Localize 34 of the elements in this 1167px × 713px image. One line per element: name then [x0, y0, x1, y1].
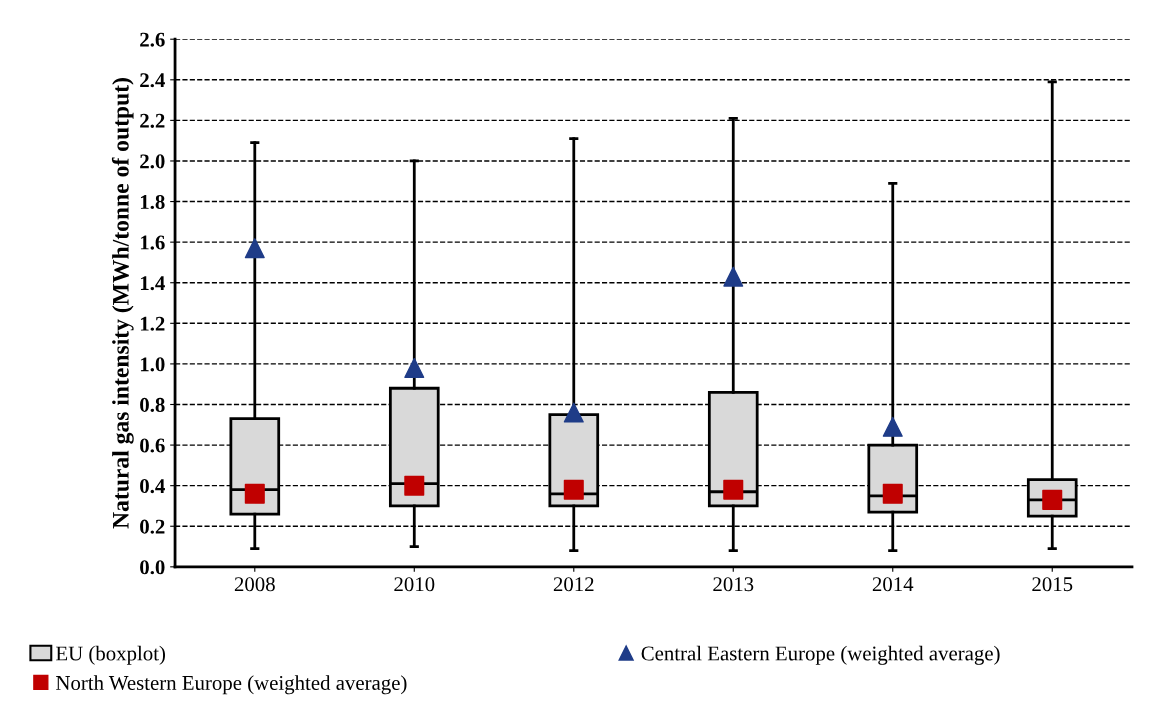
y-tick-label: 0.2	[140, 519, 165, 534]
y-tick-label: 0.4	[140, 479, 165, 494]
y-tick-label: 1.8	[140, 194, 165, 210]
x-tick-label: 2013	[713, 577, 754, 592]
y-tick-label: 1.2	[140, 316, 165, 331]
point	[404, 357, 425, 378]
point	[563, 479, 584, 500]
y-tick-label: 2.0	[140, 154, 165, 169]
point	[723, 266, 744, 287]
y-tick-label: 2.6	[140, 32, 165, 47]
x-tick-label: 2012	[553, 577, 594, 592]
legend-label: North Western Europe (weighted average)	[56, 675, 407, 695]
x-tick-label: 2010	[394, 577, 435, 592]
y-tick-label: 0.0	[140, 560, 165, 575]
x-tick-label: 2015	[1032, 577, 1073, 592]
point	[244, 238, 265, 259]
point	[244, 483, 265, 504]
y-tick-label: 2.2	[140, 113, 165, 128]
point	[563, 402, 584, 423]
point	[404, 475, 425, 496]
x-tick-label: 2014	[872, 577, 914, 592]
y-tick-label: 1.0	[140, 357, 165, 372]
y-tick-label: 2.4	[140, 73, 165, 88]
point	[723, 479, 744, 500]
x-tick-label: 2008	[234, 577, 275, 592]
y-tick-label: 0.6	[140, 438, 165, 453]
legend-label: Central Eastern Europe (weighted average)	[641, 645, 1000, 665]
point	[882, 483, 903, 504]
y-tick-label: 1.4	[140, 276, 165, 291]
y-tick-label: 1.6	[140, 235, 165, 250]
y-tick-label: 0.8	[140, 397, 165, 413]
point	[882, 416, 903, 437]
legend-label: EU (boxplot)	[56, 645, 166, 665]
y-axis-title: Natural gas intensity (MWh/tonne of output)	[111, 78, 134, 529]
